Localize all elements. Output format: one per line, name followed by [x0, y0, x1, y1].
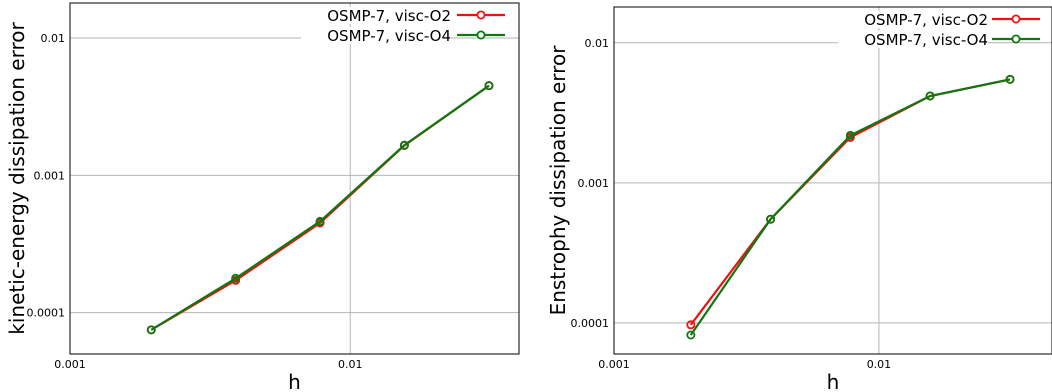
data-point-green: [925, 91, 935, 101]
x-tick-label: 0.001: [54, 358, 86, 371]
legend-marker-green: [476, 30, 486, 40]
x-axis-label: h: [827, 370, 840, 392]
y-tick-label: 0.01: [41, 32, 66, 45]
legend-background: [301, 7, 451, 24]
y-tick-label: 0.001: [34, 169, 66, 182]
y-tick-label: 0.0001: [27, 307, 66, 320]
data-point-green: [399, 140, 409, 150]
legend-background: [301, 27, 451, 44]
legend-label: OSMP-7, visc-O2: [327, 7, 451, 25]
chart-panel-enstrophy: 0.001 0.01 0.0001 0.001 0.01 h Enstrophy dissi…: [546, 6, 1052, 392]
series-line-green: [689, 78, 1011, 336]
legend-label: OSMP-7, visc-O4: [327, 27, 451, 45]
data-point-red: [686, 320, 696, 330]
y-axis-label: Enstrophy dissipation error: [546, 45, 570, 316]
plot-frame: [613, 6, 1052, 355]
data-point-green: [1005, 74, 1015, 84]
y-tick-label: 0.0001: [571, 317, 610, 330]
data-point-green: [766, 214, 776, 224]
data-point-green: [845, 130, 855, 140]
legend-background: [838, 11, 988, 28]
data-point-green: [231, 273, 241, 283]
data-point-green: [315, 216, 325, 226]
data-point-green: [686, 330, 696, 340]
y-axis-label: kinetic-energy dissipation error: [5, 21, 29, 334]
legend-marker-red: [1011, 14, 1021, 24]
x-tick-label: 0.001: [598, 358, 630, 371]
data-point-green: [484, 81, 494, 91]
x-tick-label: 0.01: [338, 358, 363, 371]
x-axis-label: h: [288, 370, 301, 392]
data-point-green: [146, 325, 156, 335]
y-tick-label: 0.01: [585, 37, 610, 50]
legend-marker-green: [1011, 34, 1021, 44]
plot-frame: [69, 2, 520, 355]
x-tick-label: 0.01: [867, 358, 892, 371]
series-line-red: [689, 78, 1011, 326]
legend-label: OSMP-7, visc-O4: [864, 31, 988, 49]
chart-panel-kinetic-energy: 0.001 0.01 0.0001 0.001 0.01 h kinetic-energy …: [5, 2, 520, 392]
legend-label: OSMP-7, visc-O2: [864, 11, 988, 29]
legend-background: [838, 31, 988, 48]
legend-marker-red: [476, 10, 486, 20]
y-tick-label: 0.001: [578, 177, 610, 190]
series-line-green: [150, 84, 490, 331]
